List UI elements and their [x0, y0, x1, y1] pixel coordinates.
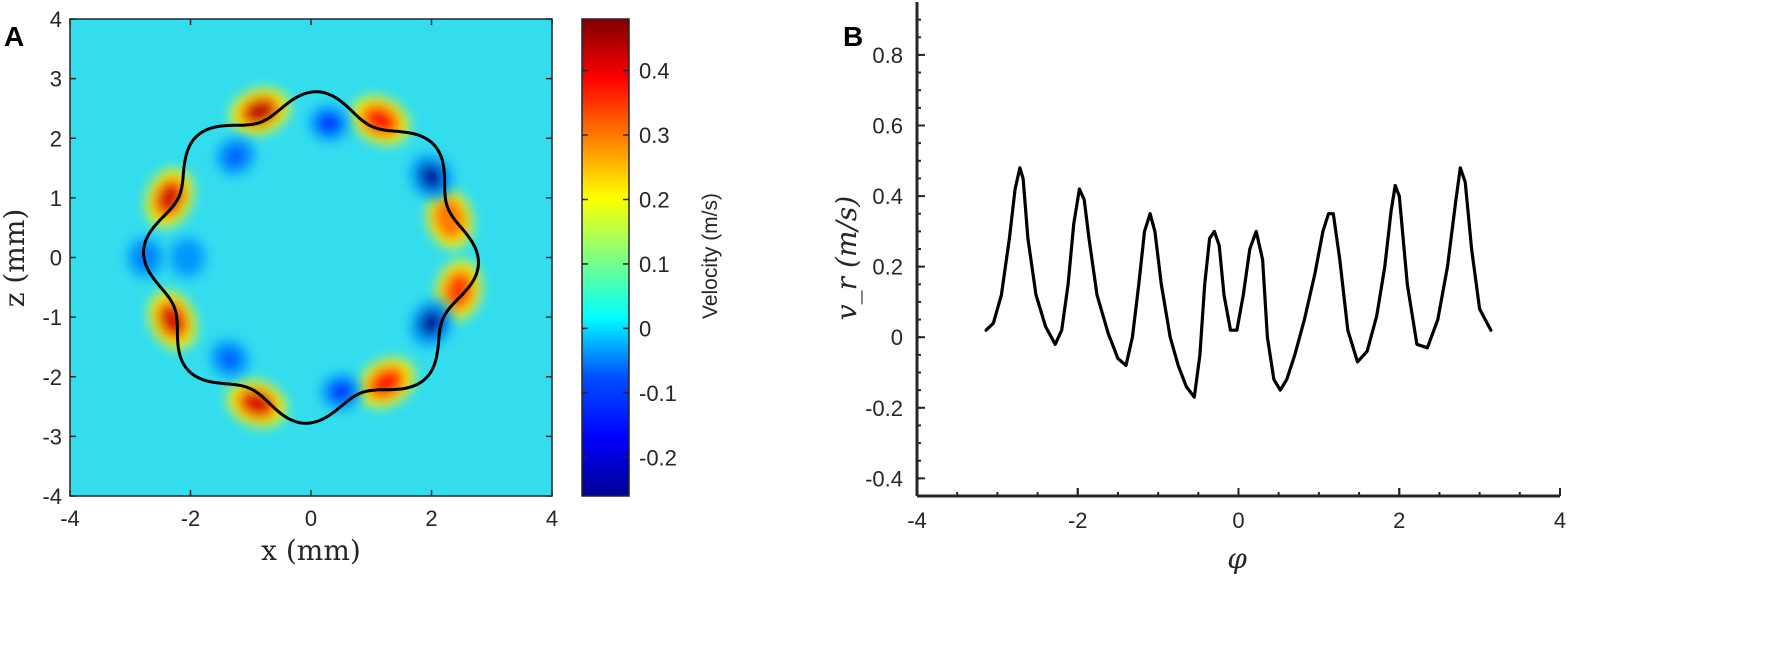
- x-tick-label: 2: [425, 506, 437, 531]
- vr-tick-label: 0.8: [872, 43, 903, 68]
- colorbar-tick-label: -0.2: [639, 445, 677, 470]
- colorbar-tick-label: 0.3: [639, 123, 670, 148]
- phi-tick-label: 4: [1554, 508, 1566, 533]
- heat-spot: [309, 105, 350, 142]
- y-tick-label: 4: [50, 7, 62, 32]
- y-tick-label: -3: [42, 424, 62, 449]
- heat-spot: [321, 373, 362, 410]
- y-tick-label: 0: [50, 246, 62, 271]
- vr-series-line: [984, 166, 1493, 399]
- x-tick-label: -2: [181, 506, 201, 531]
- line-x-axis-label: φ: [1227, 542, 1247, 575]
- colorbar-tick-label: -0.1: [639, 381, 677, 406]
- heatmap-panel: -4 -2 0 2 4 4 3 2 1 0 -1 -2 -3 -4 x (mm) z (mm): [0, 7, 558, 567]
- heat-spot: [436, 260, 482, 320]
- vr-tick-label: 0.6: [872, 114, 903, 139]
- vr-tick-label: -0.2: [865, 396, 903, 421]
- colorbar-tick-label: 0: [639, 316, 651, 341]
- y-tick-label: -1: [42, 305, 62, 330]
- colorbar-ticks: 0.4 0.3 0.2 0.1 0 -0.1 -0.2: [582, 59, 677, 470]
- vr-tick-label: 0.4: [872, 184, 903, 209]
- vr-tick-label: -0.4: [865, 466, 903, 491]
- y-tick-label: -2: [42, 365, 62, 390]
- boundary-curve: [141, 90, 481, 425]
- phi-tick-label: 2: [1393, 508, 1405, 533]
- colorbar-gradient: [581, 18, 630, 497]
- heat-spot: [426, 189, 473, 249]
- line-y-axis-label: v_r (m/s): [830, 196, 863, 320]
- heat-spot: [230, 88, 290, 135]
- colorbar-label: Velocity (m/s): [699, 193, 722, 319]
- colorbar-tick-label: 0.4: [639, 59, 670, 84]
- heatmap-y-axis-label: z (mm): [0, 209, 31, 308]
- colorbar-tick-label: 0.2: [639, 187, 670, 212]
- y-tick-label: -4: [42, 484, 62, 509]
- heat-spot: [210, 340, 249, 378]
- vr-tick-label: 0.2: [872, 255, 903, 280]
- line-panel: -4 -2 0 2 4 0.8 0.6 0.4 0.2 0 -0.2 -0.4 φ v_r (m/s): [830, 2, 1566, 575]
- line-ticks: -4 -2 0 2 4 0.8 0.6 0.4 0.2 0 -0.2 -0.4: [865, 18, 1566, 533]
- vr-tick-label: 0: [891, 325, 903, 350]
- y-tick-label: 2: [50, 126, 62, 151]
- heat-spot: [227, 380, 286, 427]
- panel-letter-a: A: [4, 21, 24, 52]
- phi-tick-label: -2: [1068, 508, 1088, 533]
- heat-spot: [169, 237, 206, 278]
- colorbar-tick-label: 0.1: [639, 252, 670, 277]
- x-tick-label: 0: [305, 506, 317, 531]
- panel-letter-b: B: [843, 21, 863, 52]
- phi-tick-label: 0: [1232, 508, 1244, 533]
- y-tick-label: 1: [50, 186, 62, 211]
- heatmap-x-axis-label: x (mm): [261, 534, 361, 567]
- x-tick-label: 4: [546, 506, 558, 531]
- x-tick-label: -4: [60, 506, 80, 531]
- y-tick-label: 3: [50, 67, 62, 92]
- heat-spot: [148, 291, 196, 349]
- phi-tick-label: -4: [907, 508, 927, 533]
- heat-spot: [216, 137, 256, 175]
- colorbar: 0.4 0.3 0.2 0.1 0 -0.1 -0.2 Velocity (m/s): [581, 18, 722, 497]
- heatmap-ticks: -4 -2 0 2 4 4 3 2 1 0 -1 -2 -3 -4: [42, 7, 558, 531]
- heat-spot: [410, 299, 453, 347]
